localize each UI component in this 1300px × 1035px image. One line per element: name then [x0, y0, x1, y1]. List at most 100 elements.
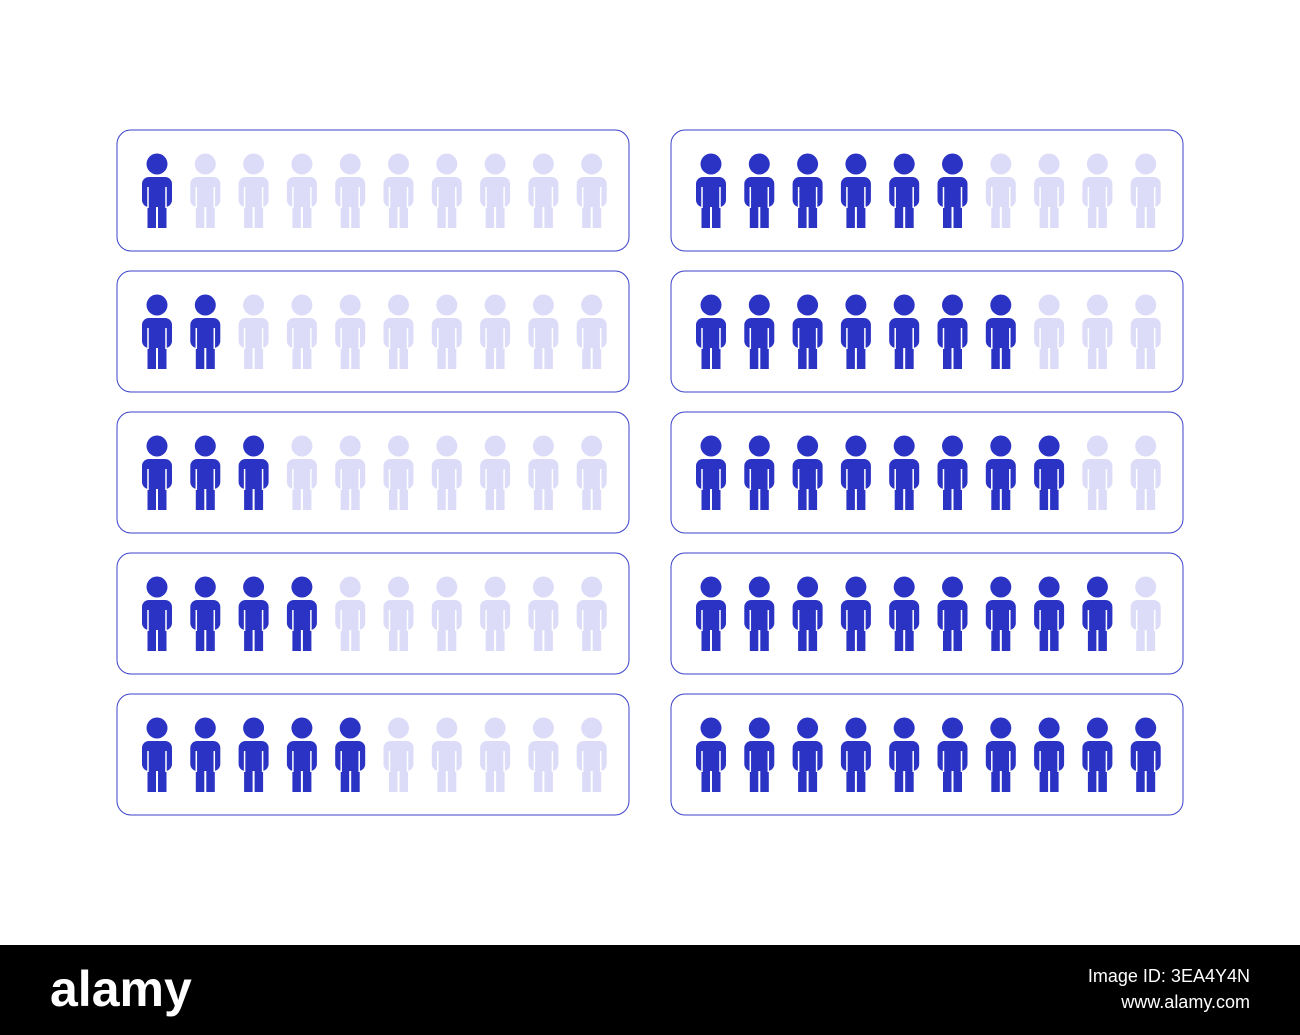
person-torso [190, 177, 221, 207]
person-icon [190, 576, 221, 651]
person-leg [760, 624, 769, 651]
person-leg [399, 624, 408, 651]
person-torso [383, 600, 414, 630]
person-icon [383, 294, 414, 369]
person-torso [335, 741, 366, 771]
person-icon [431, 717, 462, 792]
person-leg [340, 624, 350, 651]
person-leg [389, 483, 398, 510]
person-leg [798, 624, 807, 651]
person-icon [335, 717, 366, 792]
person-icon [1082, 576, 1113, 651]
person-leg [991, 624, 1000, 651]
filled-icons [696, 717, 1161, 792]
person-icon [985, 435, 1016, 510]
panel-border [670, 270, 1184, 393]
person-head [581, 717, 603, 739]
person-leg [158, 342, 167, 369]
person-torso [696, 600, 726, 630]
person-head [532, 576, 554, 598]
person-torso [1130, 318, 1161, 348]
person-icon [744, 153, 775, 228]
person-leg [905, 624, 914, 651]
filled-icons [696, 576, 1113, 651]
person-leg [953, 342, 962, 369]
person-torso [528, 459, 559, 489]
person-torso [142, 459, 172, 489]
person-icon [190, 435, 221, 510]
person-icon [985, 576, 1016, 651]
person-leg [244, 342, 253, 369]
person-head [146, 576, 168, 598]
person-torso [889, 600, 920, 630]
person-icon [937, 435, 968, 510]
person-torso [528, 177, 559, 207]
person-icon [792, 576, 823, 651]
person-icon [840, 435, 871, 510]
person-torso [937, 318, 968, 348]
person-torso [576, 600, 607, 630]
panel-border [670, 411, 1184, 534]
person-leg [808, 201, 818, 228]
filled-icons [142, 294, 221, 369]
person-icon [1082, 435, 1113, 510]
person-leg [1050, 201, 1059, 228]
panel [116, 411, 630, 534]
person-torso [744, 741, 775, 771]
person-leg [447, 342, 457, 369]
person-head [291, 717, 313, 739]
person-leg [158, 201, 167, 228]
person-leg [1050, 624, 1059, 651]
person-leg [894, 483, 904, 510]
person-head [291, 435, 313, 457]
person-icon [792, 153, 823, 228]
person-leg [206, 624, 215, 651]
person-torso [1130, 459, 1161, 489]
person-leg [846, 201, 855, 228]
person-leg [1087, 624, 1097, 651]
person-leg [808, 765, 818, 792]
person-leg [1001, 342, 1011, 369]
person-head [1135, 717, 1157, 739]
person-torso [576, 741, 607, 771]
person-head [1086, 294, 1108, 316]
person-head [1135, 294, 1157, 316]
person-head [388, 153, 409, 175]
person-icon [1130, 294, 1161, 369]
person-icon [696, 153, 726, 228]
person-leg [437, 624, 446, 651]
person-torso [1034, 177, 1065, 207]
person-head [436, 153, 458, 175]
panel-border [670, 129, 1184, 252]
person-torso [335, 459, 366, 489]
person-head [797, 576, 819, 598]
person-leg [1146, 483, 1156, 510]
person-icon [142, 294, 172, 369]
person-leg [195, 624, 205, 651]
person-leg [760, 201, 769, 228]
panel-border [670, 693, 1184, 816]
person-leg [701, 201, 710, 228]
person-head [436, 576, 458, 598]
person-torso [985, 600, 1016, 630]
person-head [893, 576, 915, 598]
person-leg [712, 624, 721, 651]
person-leg [340, 201, 350, 228]
person-icon [190, 294, 221, 369]
panel [670, 552, 1184, 675]
person-leg [712, 765, 721, 792]
person-leg [302, 201, 312, 228]
person-head [581, 435, 603, 457]
person-head [339, 717, 361, 739]
person-torso [238, 741, 269, 771]
person-head [243, 576, 265, 598]
person-leg [1050, 765, 1059, 792]
person-leg [1039, 483, 1049, 510]
person-torso [238, 600, 269, 630]
person-leg [846, 765, 855, 792]
person-icon [744, 294, 775, 369]
person-head [339, 153, 361, 175]
person-torso [985, 741, 1016, 771]
person-head [845, 717, 867, 739]
person-icon [696, 576, 726, 651]
